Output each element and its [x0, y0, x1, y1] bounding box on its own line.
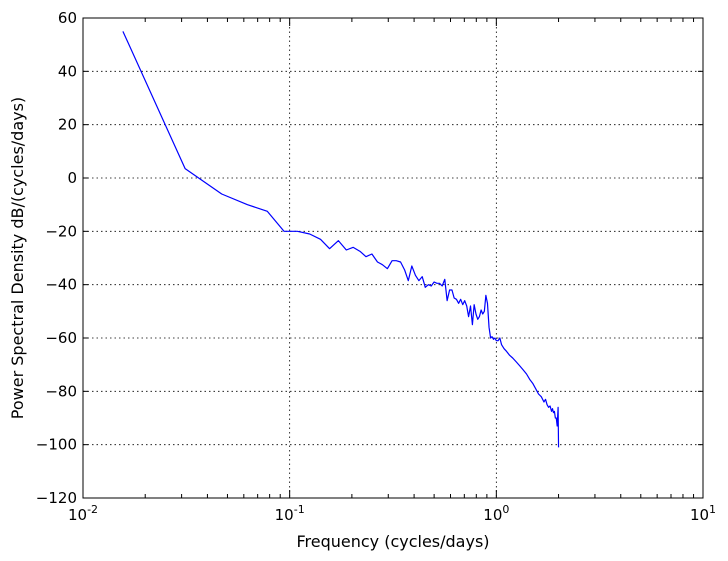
y-tick-label: −40: [45, 276, 77, 294]
y-tick-label: −80: [45, 382, 77, 400]
x-axis-label: Frequency (cycles/days): [296, 532, 489, 551]
y-tick-label: 60: [58, 9, 77, 27]
x-tick-label: 10-2: [68, 503, 98, 524]
y-tick-label: −60: [45, 329, 77, 347]
x-tick-label: 101: [690, 503, 716, 524]
y-tick-label: −100: [36, 436, 77, 454]
y-tick-label: −20: [45, 222, 77, 240]
y-tick-label: 20: [58, 116, 77, 134]
y-tick-label: −120: [36, 489, 77, 507]
grid-lines: [83, 18, 703, 498]
psd-series-line: [122, 31, 560, 448]
x-tick-label: 100: [483, 503, 509, 524]
x-tick-labels: 10-2 10-1 100 101: [68, 503, 716, 524]
y-tick-labels: 60 40 20 0 −20 −40 −60 −80 −100 −120: [36, 9, 77, 507]
plot-frame: [82, 17, 704, 499]
x-tick-label: 10-1: [275, 503, 305, 524]
series-layer: [122, 31, 560, 448]
axis-ticks: [82, 17, 704, 499]
y-axis-label: Power Spectral Density dB/(cycles/days): [8, 97, 27, 419]
y-tick-label: 0: [67, 169, 77, 187]
y-tick-label: 40: [58, 62, 77, 80]
